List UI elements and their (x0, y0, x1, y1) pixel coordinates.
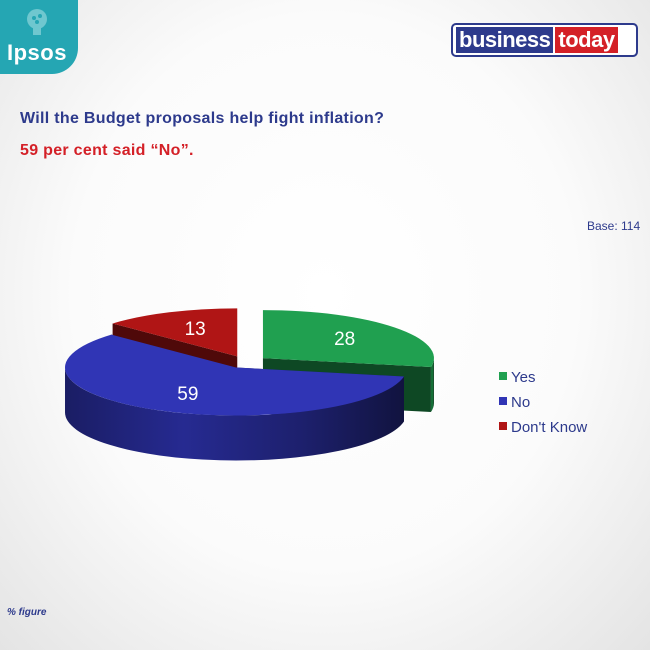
legend-label-dont-know: Don't Know (511, 419, 587, 436)
base-label: Base: 114 (587, 219, 641, 233)
pie-slice-dont-know (112, 308, 238, 357)
data-label-dont-know: 13 (185, 319, 206, 340)
question-title: Will the Budget proposals help fight inf… (20, 110, 385, 127)
legend-label-yes: Yes (511, 369, 535, 386)
legend-swatch-yes (499, 372, 507, 380)
legend-swatch-no (499, 397, 507, 405)
pie-slice-yes (262, 310, 434, 368)
legend-label-no: No (511, 394, 530, 411)
footnote: % figure (7, 607, 47, 618)
ipsos-logo: Ipsos (0, 0, 78, 74)
pie-slice-side-no-0 (65, 367, 404, 461)
legend-swatch-dont-know (499, 422, 507, 430)
pie-slice-no (65, 334, 404, 416)
result-subhead: 59 per cent said “No”. (20, 142, 194, 159)
pie-slice-side-yes-0 (430, 358, 434, 413)
head-silhouette-icon (27, 9, 47, 35)
business-today-logo-business: business (456, 27, 554, 53)
ipsos-logo-text: Ipsos (7, 40, 67, 65)
business-today-logo-today: today (555, 27, 618, 53)
business-today-logo: business today (451, 23, 638, 57)
data-label-no: 59 (177, 384, 198, 405)
data-label-yes: 28 (334, 329, 355, 350)
